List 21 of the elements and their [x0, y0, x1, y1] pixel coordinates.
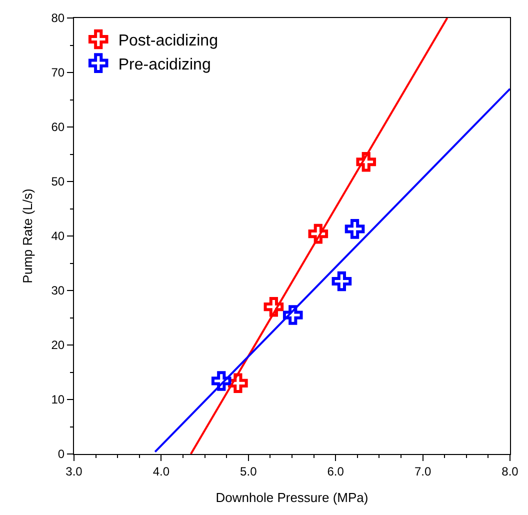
y-tick-label: 60	[51, 120, 65, 134]
y-tick-label: 30	[51, 284, 65, 298]
y-tick-label: 70	[51, 66, 65, 80]
x-tick-label: 3.0	[66, 464, 83, 478]
x-tick-label: 8.0	[502, 464, 519, 478]
legend-label: Pre-acidizing	[118, 56, 211, 74]
y-tick-label: 50	[51, 174, 65, 189]
point	[332, 271, 352, 292]
x-tick-label: 7.0	[414, 464, 432, 478]
legend-label: Post-acidizing	[118, 32, 218, 50]
x-tick-label: 4.0	[152, 464, 170, 478]
y-axis-title: Pump Rate (L/s)	[20, 188, 36, 284]
point	[344, 219, 365, 239]
y-tick-label: 40	[51, 229, 65, 244]
x-tick-label: 5.0	[240, 464, 258, 478]
x-tick-label: 6.0	[327, 464, 344, 478]
y-tick-label: 10	[51, 392, 65, 407]
y-tick-label: 20	[51, 338, 65, 352]
y-tick-label: 0	[58, 447, 65, 462]
y-tick-label: 80	[51, 11, 65, 26]
x-axis-title: Downhole Pressure (MPa)	[216, 490, 368, 505]
